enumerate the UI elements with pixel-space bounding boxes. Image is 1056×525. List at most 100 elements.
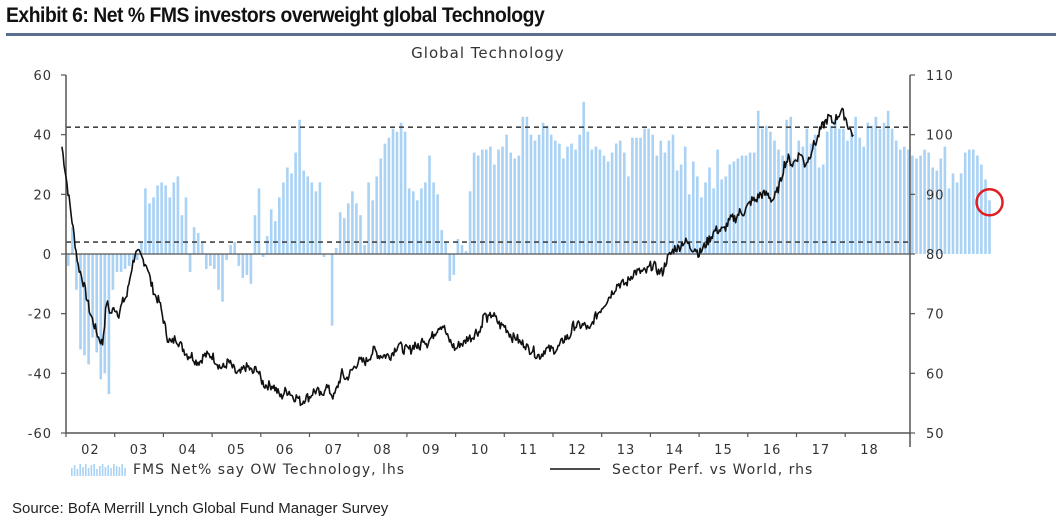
bar [834, 119, 837, 255]
bar [988, 200, 991, 254]
bar [951, 173, 955, 254]
bar [732, 161, 736, 254]
bar [509, 152, 512, 254]
bar [253, 215, 257, 254]
bar [671, 134, 675, 254]
bar [533, 140, 537, 254]
x-tick-label: 08 [373, 443, 392, 458]
x-tick-label: 06 [276, 443, 295, 458]
bar [200, 242, 204, 254]
bar [724, 176, 728, 254]
x-tick-label: 14 [665, 443, 684, 458]
bar [846, 140, 849, 254]
bar [594, 146, 598, 254]
bar [172, 182, 176, 254]
bar [545, 125, 549, 254]
bar [485, 149, 488, 254]
bar [476, 155, 480, 254]
bar [371, 200, 374, 254]
bar [525, 116, 529, 254]
bar [858, 137, 861, 254]
x-tick-label: 02 [81, 443, 100, 458]
bar [278, 197, 281, 254]
bar [907, 149, 910, 254]
x-tick-label: 10 [471, 443, 490, 458]
right-tick-label: 100 [926, 129, 954, 144]
bar [481, 149, 484, 254]
bar [399, 122, 403, 254]
bar [351, 191, 354, 254]
legend-bar-glyph [90, 465, 93, 476]
legend-bar-glyph [87, 468, 90, 476]
bar [290, 173, 293, 254]
bar [850, 131, 853, 254]
bar [554, 140, 557, 254]
tick-labels: 60 40 20 0 -20 -40 -60 110 100 90 80 70 60 50 02 03 04 05… [28, 69, 954, 458]
bar [269, 209, 273, 255]
bar [740, 155, 744, 254]
bar [801, 146, 805, 254]
bar [894, 140, 898, 254]
left-tick-label: 40 [33, 129, 52, 144]
axes [65, 75, 911, 447]
bar [99, 254, 103, 380]
bar [131, 254, 135, 263]
bar [387, 137, 391, 254]
legend-bar-swatch [71, 464, 126, 476]
bar [119, 254, 123, 272]
bar [168, 197, 172, 254]
bar [330, 254, 334, 326]
bar [489, 146, 492, 254]
bar [314, 191, 318, 254]
legend-bar-glyph [76, 469, 79, 476]
legend-bar-glyph [110, 468, 112, 476]
bar [338, 212, 342, 254]
bar [420, 188, 423, 254]
bar [785, 119, 788, 255]
legend-label-bars: FMS Net% say OW Technology, lhs [133, 462, 405, 478]
bar [91, 254, 94, 338]
bar [793, 158, 796, 254]
bar [298, 119, 301, 255]
bar [383, 143, 387, 254]
left-tick-label: 20 [33, 188, 52, 203]
bar [882, 122, 886, 254]
bar [322, 254, 326, 257]
x-tick-label: 17 [812, 443, 831, 458]
source-note: Source: BofA Merrill Lynch Global Fund M… [12, 500, 389, 517]
bar [529, 134, 533, 254]
bar [744, 155, 748, 254]
bar [675, 170, 679, 254]
right-tick-label: 60 [926, 367, 945, 382]
bar [468, 191, 472, 254]
bar [67, 254, 70, 266]
bar [830, 125, 833, 254]
bar [578, 134, 581, 254]
bar [582, 101, 585, 254]
bar [107, 254, 111, 395]
bar [403, 131, 407, 254]
bar [440, 230, 443, 254]
x-tick-label: 16 [763, 443, 782, 458]
bar [821, 164, 825, 254]
bar [781, 155, 784, 254]
bar [700, 197, 703, 254]
left-tick-label: -60 [28, 427, 52, 442]
x-tick-label: 07 [325, 443, 344, 458]
bar [931, 167, 934, 254]
line-series [61, 107, 854, 407]
bar [623, 152, 626, 254]
right-tick-label: 50 [926, 427, 945, 442]
legend-bar-glyph [124, 468, 126, 476]
legend-bar-glyph [82, 467, 84, 476]
legend-bar-glyph [101, 464, 104, 476]
x-tick-label: 05 [227, 443, 246, 458]
bar [407, 188, 411, 254]
bar [765, 125, 768, 254]
legend-bar-glyph [121, 464, 123, 476]
bar [627, 176, 630, 254]
legend-bar-glyph [113, 464, 115, 476]
bar [655, 155, 659, 254]
bar [286, 167, 289, 254]
